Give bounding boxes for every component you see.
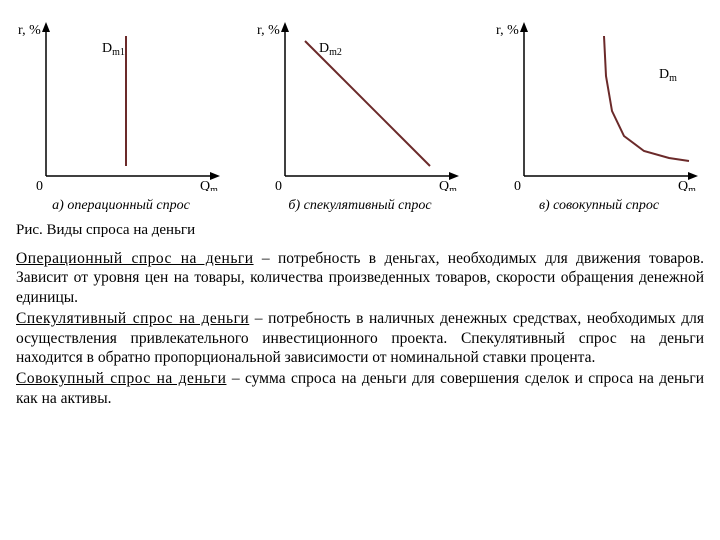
paragraph-1: Операционный спрос на деньги – потребнос… bbox=[16, 249, 704, 307]
chart-panel-3: r, % 0 Qm Dm в) совокупный спрос bbox=[494, 16, 704, 214]
chart-caption-1: а) операционный спрос bbox=[16, 198, 226, 214]
demand-curve-3 bbox=[604, 36, 689, 161]
chart-svg-2: r, % 0 Qm Dm2 bbox=[255, 16, 465, 191]
paragraph-3: Совокупный спрос на деньги – сумма спрос… bbox=[16, 369, 704, 408]
x-axis-arrow bbox=[449, 172, 459, 180]
term-2: Спекулятивный спрос на деньги bbox=[16, 310, 249, 327]
chart-svg-1: r, % 0 Qm Dm1 bbox=[16, 16, 226, 191]
body-text: Операционный спрос на деньги – потребнос… bbox=[16, 249, 704, 408]
series-label-2: Dm2 bbox=[319, 41, 342, 58]
term-3: Совокупный спрос на деньги bbox=[16, 370, 226, 387]
origin-label: 0 bbox=[514, 179, 521, 191]
x-axis-label: Qm bbox=[439, 179, 457, 191]
chart-panel-1: r, % 0 Qm Dm1 а) операционный спрос bbox=[16, 16, 226, 214]
y-axis-arrow bbox=[281, 22, 289, 32]
series-label-1: Dm1 bbox=[102, 41, 125, 58]
demand-curve-2 bbox=[305, 41, 430, 166]
chart-panel-2: r, % 0 Qm Dm2 б) спекулятивный спрос bbox=[255, 16, 465, 214]
x-axis-label: Qm bbox=[678, 179, 696, 191]
x-axis-arrow bbox=[688, 172, 698, 180]
paragraph-2: Спекулятивный спрос на деньги – потребно… bbox=[16, 309, 704, 367]
y-axis-arrow bbox=[520, 22, 528, 32]
y-axis-label: r, % bbox=[257, 23, 280, 38]
y-axis-label: r, % bbox=[496, 23, 519, 38]
origin-label: 0 bbox=[275, 179, 282, 191]
origin-label: 0 bbox=[36, 179, 43, 191]
x-axis-arrow bbox=[210, 172, 220, 180]
y-axis-label: r, % bbox=[18, 23, 41, 38]
chart-svg-3: r, % 0 Qm Dm bbox=[494, 16, 704, 191]
series-label-3: Dm bbox=[659, 67, 677, 84]
charts-row: r, % 0 Qm Dm1 а) операционный спрос r, %… bbox=[16, 16, 704, 214]
chart-caption-2: б) спекулятивный спрос bbox=[255, 198, 465, 214]
term-1: Операционный спрос на деньги bbox=[16, 250, 254, 267]
y-axis-arrow bbox=[42, 22, 50, 32]
chart-caption-3: в) совокупный спрос bbox=[494, 198, 704, 214]
figure-title: Рис. Виды спроса на деньги bbox=[16, 222, 704, 239]
x-axis-label: Qm bbox=[200, 179, 218, 191]
